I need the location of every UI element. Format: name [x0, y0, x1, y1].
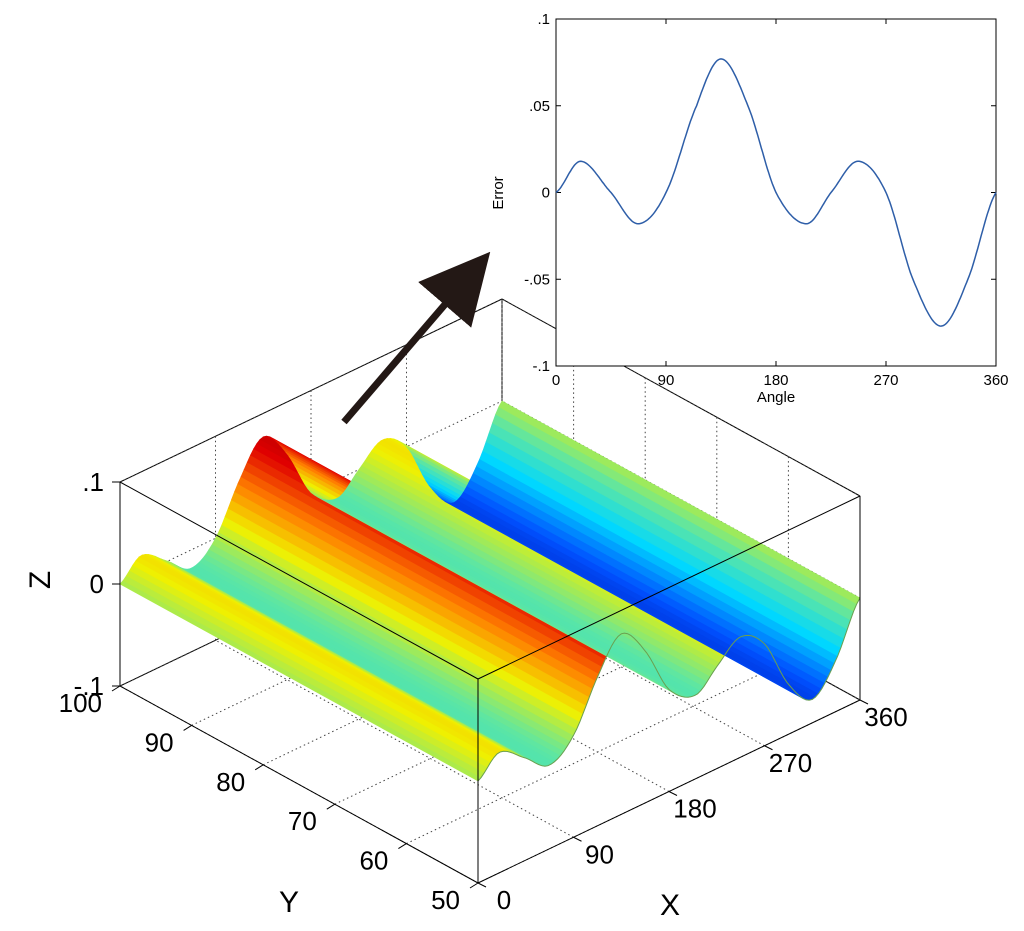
y-tick	[183, 724, 192, 731]
inset-y-tick-label: -.1	[532, 358, 550, 375]
grid-line	[215, 639, 574, 838]
inset-x-axis-label: Angle	[757, 389, 795, 406]
x-tick-label: 180	[673, 794, 716, 824]
z-tick-label: .1	[82, 467, 104, 497]
x-tick	[668, 791, 678, 796]
y-tick-label: 80	[216, 767, 245, 797]
y-tick-label: 60	[359, 846, 388, 876]
z-tick-label: -.1	[74, 671, 104, 701]
y-tick	[326, 803, 336, 810]
y-tick	[254, 764, 264, 771]
x-tick-label: 270	[769, 748, 812, 778]
inset-y-axis-label: Error	[490, 176, 507, 209]
inset-line-chart: 0 90 180 270 360 -.1 -.05 0 .05 .1 Angle Error	[490, 11, 1009, 406]
grid-line	[406, 660, 789, 845]
grid-line	[406, 548, 765, 747]
grid-line	[501, 298, 861, 497]
inset-x-tick-label: 270	[873, 372, 898, 389]
x-tick-label: 360	[864, 702, 907, 732]
x-tick-label: 90	[585, 839, 614, 869]
y-tick	[398, 843, 407, 850]
inset-y-tick-label: .05	[529, 98, 550, 115]
surface	[119, 400, 861, 782]
axes-box-edge	[119, 481, 479, 680]
y-axis-label: Y	[279, 886, 299, 919]
z-axis-label: Z	[24, 571, 57, 589]
y-tick-label: 50	[431, 885, 460, 915]
x-tick	[477, 882, 487, 888]
inset-x-tick-label: 0	[552, 372, 560, 389]
error-curve	[555, 58, 997, 327]
z-tick-label: 0	[90, 569, 104, 599]
x-tick	[859, 699, 869, 705]
x-tick-label: 0	[497, 885, 511, 915]
y-tick-label: 70	[288, 806, 317, 836]
inset-y-tick-label: .1	[537, 11, 550, 28]
inset-y-tick-label: -.05	[524, 271, 550, 288]
axes-box-edge	[477, 495, 861, 680]
x-tick	[764, 745, 773, 751]
inset-y-tick-label: 0	[542, 185, 550, 202]
axes-box-edge	[119, 685, 479, 884]
y-tick-label: 100	[59, 688, 102, 718]
inset-x-tick-label: 90	[658, 372, 675, 389]
inset-x-tick-label: 180	[763, 372, 788, 389]
inset-axis-ticks: 0 90 180 270 360 -.1 -.05 0 .05 .1	[524, 11, 1008, 389]
y-tick	[469, 882, 479, 889]
x-tick	[573, 836, 582, 842]
surface-front-edge	[477, 597, 861, 782]
surface-axis-ticks: 0 90 180 270 360 50 60 70 80 90 100-.1 0 .1	[59, 467, 908, 915]
y-tick	[111, 685, 121, 692]
grid-line	[310, 594, 670, 792]
callout-arrow	[341, 251, 491, 425]
inset-x-tick-label: 360	[983, 372, 1008, 389]
grid-line	[119, 298, 503, 483]
y-tick-label: 90	[145, 727, 174, 757]
x-axis-label: X	[660, 889, 680, 922]
